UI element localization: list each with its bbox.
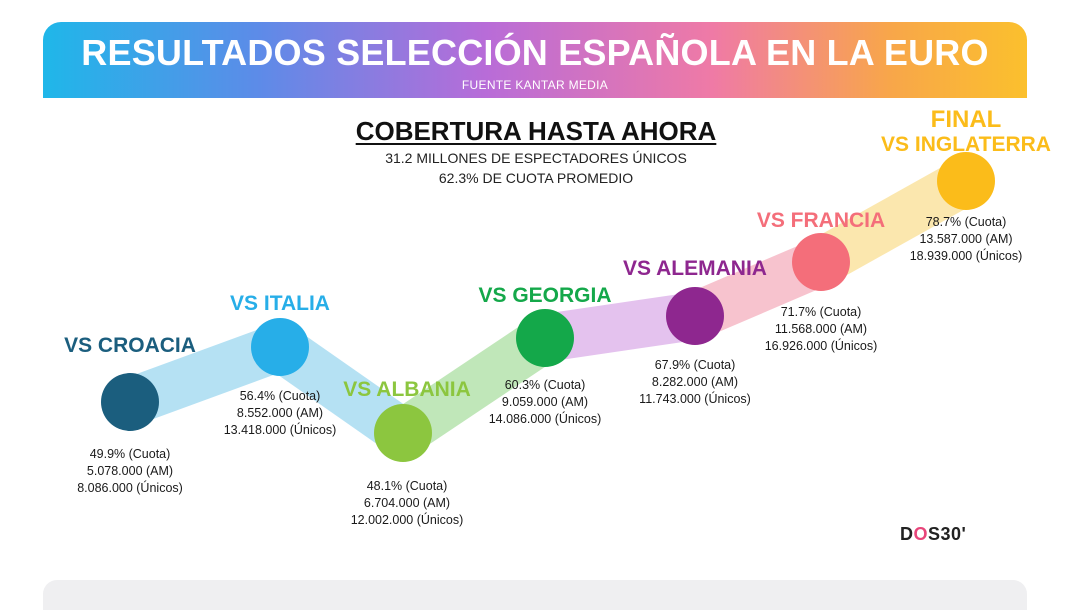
data-label: 18.939.000 (Únicos) [910,248,1023,263]
data-point [101,373,159,431]
data-point [374,404,432,462]
data-label: 5.078.000 (AM) [87,464,173,478]
data-point [251,318,309,376]
category-label: VS INGLATERRA [881,133,1051,156]
data-label: 78.7% (Cuota) [926,215,1007,229]
data-label: 56.4% (Cuota) [240,389,321,403]
stage-label: FINAL [931,106,1002,133]
data-point [937,152,995,210]
data-label: 13.418.000 (Únicos) [224,422,337,437]
category-label: VS FRANCIA [757,209,885,232]
brand-logo: DOS30' [900,524,966,545]
coverage-share: 62.3% DE CUOTA PROMEDIO [438,170,634,186]
data-label: 67.9% (Cuota) [655,358,736,372]
coverage-viewers: 31.2 MILLONES DE ESPECTADORES ÚNICOS [385,150,687,166]
data-label: 8.086.000 (Únicos) [77,480,183,495]
category-label: VS GEORGIA [478,284,611,307]
category-label: VS ALEMANIA [623,257,767,280]
category-label: VS ALBANIA [343,378,471,401]
data-label: 71.7% (Cuota) [781,305,862,319]
data-point [792,233,850,291]
data-label: 49.9% (Cuota) [90,447,171,461]
data-label: 8.282.000 (AM) [652,375,738,389]
data-point [666,287,724,345]
data-label: 6.704.000 (AM) [364,496,450,510]
data-label: 13.587.000 (AM) [919,232,1012,246]
page-title: RESULTADOS SELECCIÓN ESPAÑOLA EN LA EURO [81,32,989,73]
coverage-title: COBERTURA HASTA AHORA [355,116,717,146]
logo-text-o: O [913,524,929,544]
data-label: 8.552.000 (AM) [237,406,323,420]
next-card-preview [43,580,1027,610]
data-label: 12.002.000 (Únicos) [351,512,464,527]
logo-text-a: D [900,524,914,544]
data-label: 11.743.000 (Únicos) [639,391,751,406]
data-label: 11.568.000 (AM) [775,322,867,336]
data-point [516,309,574,367]
data-label: 48.1% (Cuota) [367,479,448,493]
logo-text-b: S30' [928,524,967,544]
data-label: 14.086.000 (Únicos) [489,411,602,426]
data-label: 9.059.000 (AM) [502,395,588,409]
data-label: 16.926.000 (Únicos) [765,338,878,353]
data-label: 60.3% (Cuota) [505,378,586,392]
infographic-card: RESULTADOS SELECCIÓN ESPAÑOLA EN LA EURO… [43,22,1027,560]
category-label: VS ITALIA [230,292,330,315]
source-label: FUENTE KANTAR MEDIA [461,78,609,92]
header-banner: RESULTADOS SELECCIÓN ESPAÑOLA EN LA EURO… [43,22,1027,98]
category-label: VS CROACIA [64,334,196,357]
